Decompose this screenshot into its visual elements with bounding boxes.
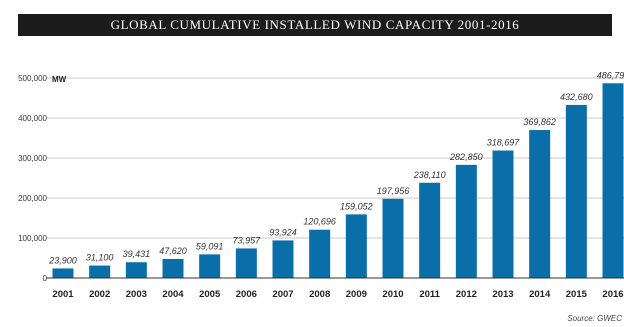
value-label-2011: 238,110 — [413, 170, 446, 180]
x-tick-label-2002: 2002 — [89, 289, 110, 300]
y-axis: 0 100,000 200,000 300,000 400,000 500,000 — [18, 74, 47, 283]
value-label-2007: 93,924 — [269, 227, 297, 237]
bars — [52, 83, 624, 278]
value-label-2009: 159,052 — [340, 201, 373, 211]
bar-2011 — [419, 182, 441, 278]
bar-2010 — [382, 198, 404, 278]
value-label-2004: 47,620 — [159, 246, 187, 256]
bar-2006 — [235, 248, 257, 278]
y-tick-label: 100,000 — [18, 234, 47, 243]
value-label-2003: 39,431 — [123, 249, 151, 259]
value-label-2001: 23,900 — [48, 255, 77, 265]
x-tick-label-2016: 2016 — [602, 289, 623, 300]
value-label-2012: 282,850 — [449, 152, 483, 162]
value-label-2008: 120,696 — [303, 217, 336, 227]
x-axis: 2001 2002 2003 2004 2005 2006 2007 2008 2009 2010… — [52, 289, 623, 300]
x-tick-label-2013: 2013 — [492, 289, 513, 300]
bar-2002 — [89, 265, 111, 278]
bar-2014 — [529, 130, 551, 278]
value-label-2016: 486,790 — [597, 70, 624, 80]
x-tick-label-2001: 2001 — [52, 289, 74, 300]
y-tick-label: 0 — [43, 274, 48, 283]
bar-2007 — [272, 240, 294, 278]
bar-2003 — [125, 262, 147, 278]
bar-2012 — [455, 164, 477, 278]
value-label-2005: 59,091 — [196, 241, 224, 251]
x-tick-label-2003: 2003 — [126, 289, 147, 300]
x-tick-label-2012: 2012 — [456, 289, 477, 300]
x-tick-label-2007: 2007 — [272, 289, 293, 300]
bar-2004 — [162, 258, 184, 278]
bar-2001 — [52, 268, 74, 278]
y-tick-label: 200,000 — [18, 194, 47, 203]
value-label-2002: 31,100 — [86, 253, 114, 263]
bar-2016 — [602, 83, 624, 278]
value-label-2014: 369,862 — [523, 117, 556, 127]
bar-2008 — [309, 229, 331, 278]
bar-2015 — [565, 104, 587, 278]
value-label-2013: 318,697 — [487, 138, 521, 148]
x-tick-label-2006: 2006 — [236, 289, 257, 300]
chart-title: GLOBAL CUMULATIVE INSTALLED WIND CAPACIT… — [111, 17, 520, 32]
x-tick-label-2004: 2004 — [162, 289, 184, 300]
y-tick-label: 400,000 — [18, 114, 47, 123]
x-tick-label-2008: 2008 — [309, 289, 330, 300]
bar-2009 — [345, 214, 367, 278]
bar-2005 — [199, 254, 221, 278]
x-tick-label-2014: 2014 — [529, 289, 551, 300]
gridlines — [46, 77, 624, 239]
x-tick-label-2010: 2010 — [382, 289, 403, 300]
y-tick-label: 300,000 — [18, 154, 47, 163]
y-tick-label: 500,000 — [18, 74, 47, 83]
bar-2013 — [492, 150, 514, 278]
x-tick-label-2011: 2011 — [419, 289, 440, 300]
x-tick-label-2015: 2015 — [566, 289, 588, 300]
value-label-2006: 73,957 — [233, 235, 262, 245]
title-bar — [18, 14, 612, 36]
x-tick-label-2005: 2005 — [199, 289, 221, 300]
value-label-2010: 197,956 — [377, 186, 410, 196]
value-labels: 23,900 31,100 39,431 47,620 59,091 73,957 93,9… — [48, 70, 624, 265]
unit-label: MW — [52, 75, 67, 84]
value-label-2015: 432,680 — [560, 92, 593, 102]
source-note: Source: GWEC — [567, 314, 622, 323]
x-tick-label-2009: 2009 — [346, 289, 367, 300]
